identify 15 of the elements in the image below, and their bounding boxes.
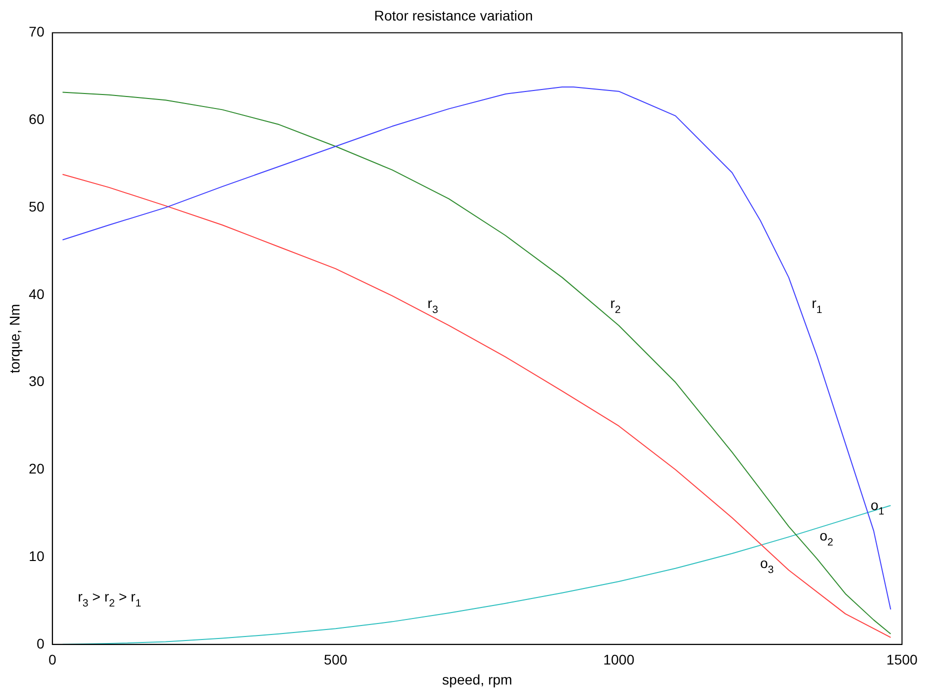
y-tick-label: 60 <box>28 111 45 128</box>
y-tick-label: 0 <box>36 635 45 652</box>
chart-title: Rotor resistance variation <box>374 7 533 24</box>
y-tick-label: 20 <box>28 460 45 477</box>
x-tick-label: 1000 <box>603 652 635 668</box>
x-axis-title: speed, rpm <box>442 671 512 688</box>
y-tick-label: 40 <box>28 286 45 302</box>
y-tick-label: 10 <box>28 548 45 564</box>
y-tick-label: 30 <box>28 373 45 390</box>
x-tick-label: 0 <box>48 652 56 668</box>
y-tick-label: 70 <box>28 24 45 40</box>
y-tick-label: 50 <box>28 198 45 214</box>
x-tick-label: 1500 <box>886 652 918 668</box>
x-tick-label: 500 <box>324 652 348 668</box>
y-axis-title: torque, Nm <box>6 304 22 374</box>
